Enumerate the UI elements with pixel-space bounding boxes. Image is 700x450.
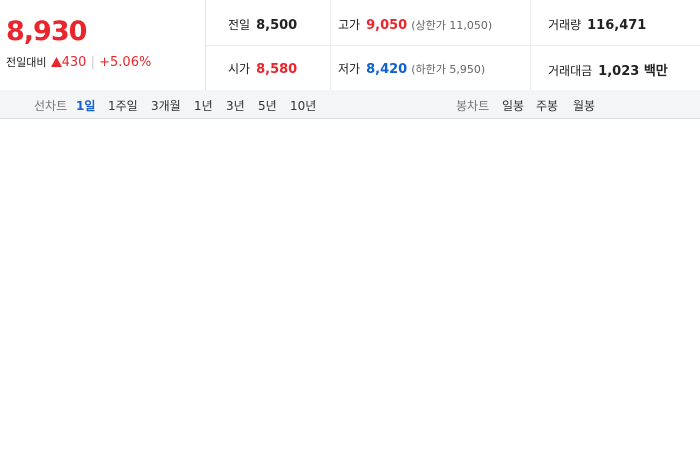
stat: 전일 8,500 xyxy=(228,16,297,33)
stat-label: 전일 xyxy=(228,18,251,32)
change-value: 430 xyxy=(61,55,87,70)
stat-value: 9,050 xyxy=(366,18,408,33)
up-icon: 9,6069,2858,9658,6448,32308/2908/3010:00… xyxy=(49,57,700,367)
tab[interactable]: 일봉 xyxy=(502,99,525,113)
period-tabs: 선차트 1일 1주일 3개월 1년 3년 5년 10년 봉차트 일봉 주봉 월봉 xyxy=(0,90,700,119)
stat: 시가 8,580 xyxy=(228,60,297,77)
stat-label: 고가 xyxy=(338,18,361,32)
stat: 거래대금 1,023 백만 xyxy=(548,60,668,79)
stat-value: 1,023 백만 xyxy=(598,64,668,79)
stat-label: 시가 xyxy=(228,62,251,76)
stat-value: 116,471 xyxy=(587,18,647,33)
tab[interactable]: 10년 xyxy=(290,99,317,113)
current-price: 8,930 xyxy=(6,16,87,47)
quote-header: 8,930 전일대비 9,6069,2858,9658,6448,32308/2… xyxy=(0,0,700,367)
stat-value: 8,420 xyxy=(366,62,408,77)
change-row: 전일대비 9,6069,2858,9658,6448,32308/2908/30… xyxy=(6,54,700,367)
stat-label: 저가 xyxy=(338,62,361,76)
tab-label: 봉차트 xyxy=(456,99,490,113)
stat: 거래량 116,471 xyxy=(548,16,646,33)
stat: 고가 9,050 (상한가 11,050) xyxy=(338,16,492,33)
tab[interactable]: 월봉 xyxy=(573,99,596,113)
tab[interactable]: 3년 xyxy=(226,99,245,113)
tab[interactable]: 3개월 xyxy=(151,99,181,113)
stat-label: 거래대금 xyxy=(548,64,593,78)
stat-label: 거래량 xyxy=(548,18,582,32)
tab-label: 선차트 xyxy=(34,99,68,113)
tab[interactable]: 주봉 xyxy=(536,99,559,113)
chart xyxy=(0,118,700,450)
price-box: 8,930 전일대비 9,6069,2858,9658,6448,32308/2… xyxy=(0,0,700,367)
stat-value: 8,500 xyxy=(256,18,298,33)
stat-sub: (상한가 11,050) xyxy=(411,19,493,32)
tab[interactable]: 1년 xyxy=(194,99,213,113)
tab[interactable]: 5년 xyxy=(258,99,277,113)
tab[interactable]: 1주일 xyxy=(108,99,138,113)
stat: 저가 8,420 (하한가 5,950) xyxy=(338,60,485,77)
tab[interactable]: 1일 xyxy=(76,99,96,113)
change-label: 전일대비 xyxy=(6,56,47,69)
change-pct: +5.06% xyxy=(99,55,152,70)
stat-value: 8,580 xyxy=(256,62,298,77)
stat-sub: (하한가 5,950) xyxy=(411,63,486,76)
